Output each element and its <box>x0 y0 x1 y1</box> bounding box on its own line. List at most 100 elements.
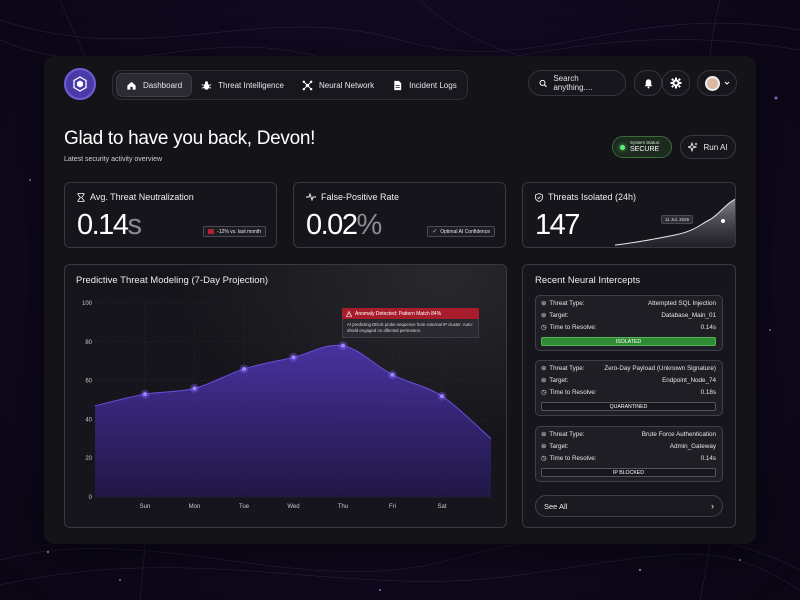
threat-projection-chart: 0 20 40 60 80 100 Sun Mon Tue Wed Thu Fri Sat <box>65 265 506 527</box>
y-tick-label: 100 <box>82 301 93 307</box>
data-point <box>390 372 395 377</box>
trend-down-icon <box>208 229 215 234</box>
shield-logo-icon <box>73 76 87 92</box>
time-value: 0.18s <box>700 389 716 396</box>
check-icon: ✓ <box>432 229 438 235</box>
status-badge: ISOLATED <box>541 337 716 346</box>
target-value: Admin_Gateway <box>669 443 716 450</box>
gear-icon <box>670 77 682 89</box>
time-value: 0.14s <box>700 455 716 462</box>
chart-title: Predictive Threat Modeling (7-Day Projec… <box>76 275 269 286</box>
status-badge: QUARANTINED <box>541 402 716 411</box>
y-tick-label: 60 <box>85 379 92 385</box>
bug-icon <box>201 80 212 90</box>
stat-isolated-label: Threats Isolated (24h) <box>548 192 637 202</box>
target-value: Database_Main_01 <box>661 312 716 319</box>
neural-intercepts-panel: Recent Neural Intercepts ⊜ Threat Type: At… <box>522 264 736 528</box>
threat-type-value: Attempted SQL Injection <box>647 300 716 307</box>
area-fill <box>95 345 491 497</box>
bell-icon <box>644 78 652 88</box>
pulse-icon <box>306 193 316 201</box>
stat-card-isolated: Threats Isolated (24h) 147 11 Jul, 2026 <box>522 182 736 248</box>
run-ai-button[interactable]: Run AI <box>680 135 736 159</box>
trend-badge-label: -12% vs. last month <box>217 228 261 235</box>
target-icon: ⊜ <box>541 377 547 384</box>
stat-card-false-positive: False-Positive Rate 0.02% ✓ Optimal AI C… <box>293 182 506 248</box>
chevron-right-icon: › <box>711 501 714 511</box>
intercept-card[interactable]: ⊜ Threat Type: Attempted SQL Injection ⊜ Ta… <box>535 295 723 351</box>
status-label: System Status: <box>630 139 661 145</box>
hourglass-icon <box>77 192 85 202</box>
x-tick-label: Sat <box>437 504 446 510</box>
y-tick-label: 80 <box>85 340 92 346</box>
search-icon <box>539 79 547 87</box>
app-logo[interactable] <box>64 68 96 100</box>
anomaly-description: AI predicting DDoS probe sequence from e… <box>342 319 479 338</box>
user-menu-button[interactable] <box>697 70 737 96</box>
notifications-button[interactable] <box>634 70 662 96</box>
dashboard-window: Dashboard Threat Intelligence Neural Net… <box>44 56 756 544</box>
threat-type-icon: ⊜ <box>541 300 547 307</box>
search-input[interactable]: Search anything.... <box>528 70 626 96</box>
threat-model-panel: 0 20 40 60 80 100 Sun Mon Tue Wed Thu Fri Sat Predi… <box>64 264 507 528</box>
nav-neural-network-label: Neural Network <box>318 80 375 90</box>
y-tick-label: 40 <box>85 417 92 423</box>
settings-button[interactable] <box>662 70 690 96</box>
x-tick-label: Tue <box>239 504 250 510</box>
status-dot-icon <box>620 144 625 150</box>
nav-incident-logs[interactable]: Incident Logs <box>383 73 466 97</box>
x-tick-label: Sun <box>140 504 151 510</box>
status-badge: IP BLOCKED <box>541 468 716 477</box>
target-icon: ⊜ <box>541 312 547 319</box>
data-point <box>341 343 345 348</box>
anomaly-title: Anomaly Detected: Pattern Match 84% <box>355 310 442 317</box>
sparkline-tooltip-date: 11 Jul, 2026 <box>665 217 690 222</box>
x-tick-label: Wed <box>287 504 299 510</box>
threat-type-icon: ⊜ <box>541 431 547 438</box>
page-title: Glad to have you back, Devon! <box>64 128 316 149</box>
document-icon <box>394 80 402 90</box>
stat-false-positive-label: False-Positive Rate <box>321 192 400 202</box>
chevron-down-icon <box>724 81 729 85</box>
data-point <box>440 394 444 399</box>
see-all-label: See All <box>544 501 568 511</box>
stat-neutralization-label: Avg. Threat Neutralization <box>90 192 194 202</box>
anomaly-alert: Anomaly Detected: Pattern Match 84% AI p… <box>342 308 479 338</box>
avatar <box>704 75 720 91</box>
threat-type-value: Brute Force Authentication <box>641 431 716 438</box>
data-point <box>242 366 246 371</box>
warning-icon <box>346 310 352 317</box>
stat-neutralization-value: 0.14s <box>77 209 142 241</box>
clock-icon: ◷ <box>541 455 547 462</box>
nav-neural-network[interactable]: Neural Network <box>293 73 383 97</box>
nav-dashboard-label: Dashboard <box>143 80 183 90</box>
nav-threat-intelligence[interactable]: Threat Intelligence <box>192 73 293 97</box>
main-nav: Dashboard Threat Intelligence Neural Net… <box>112 70 468 100</box>
threat-type-icon: ⊜ <box>541 365 547 372</box>
stat-false-positive-value: 0.02% <box>306 209 382 241</box>
confidence-badge-label: Optimal AI Confidence <box>440 228 490 235</box>
isolated-sparkline <box>615 198 735 247</box>
sparkle-icon <box>688 142 698 152</box>
page-subtitle: Latest security activity overview <box>64 156 163 163</box>
nav-incident-logs-label: Incident Logs <box>409 80 457 90</box>
threat-type-value: Zero-Day Payload (Unknown Signature) <box>604 365 716 372</box>
x-tick-label: Fri <box>389 504 396 510</box>
intercepts-title: Recent Neural Intercepts <box>535 275 641 286</box>
x-tick-label: Mon <box>189 504 201 510</box>
intercept-card[interactable]: ⊜ Threat Type: Brute Force Authentication … <box>535 426 723 482</box>
network-icon <box>302 80 313 90</box>
run-ai-label: Run AI <box>703 142 728 152</box>
stat-card-neutralization: Avg. Threat Neutralization 0.14s -12% vs… <box>64 182 277 248</box>
nav-dashboard[interactable]: Dashboard <box>116 73 193 97</box>
target-value: Endpoint_Node_74 <box>662 377 716 384</box>
clock-icon: ◷ <box>541 389 547 396</box>
intercept-card[interactable]: ⊜ Threat Type: Zero-Day Payload (Unknown S… <box>535 360 723 416</box>
stat-isolated-value: 147 <box>535 209 580 241</box>
confidence-badge: ✓ Optimal AI Confidence <box>427 226 495 237</box>
see-all-button[interactable]: See All › <box>535 495 723 517</box>
shield-check-icon <box>535 192 543 202</box>
status-value: SECURE <box>630 146 660 154</box>
trend-badge: -12% vs. last month <box>203 226 266 237</box>
data-point <box>143 392 147 397</box>
